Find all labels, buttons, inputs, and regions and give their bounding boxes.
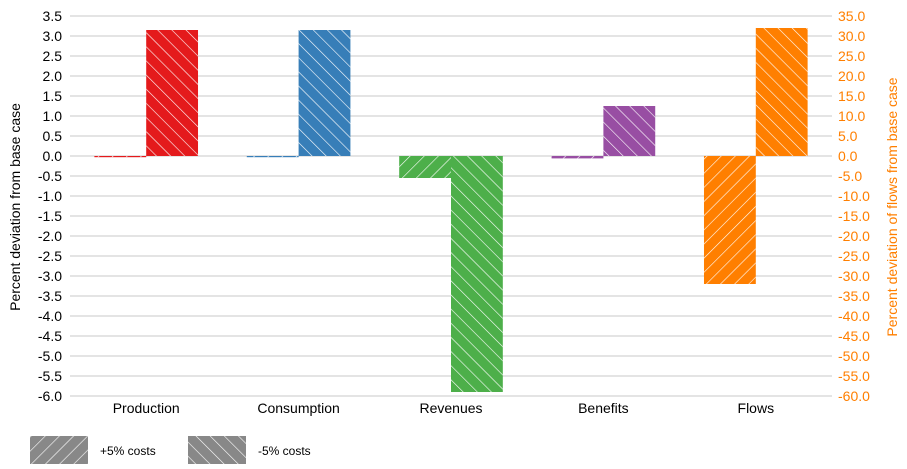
left-tick-label: 1.5 <box>43 88 63 104</box>
category-label: Production <box>113 400 180 416</box>
left-tick-label: -3.5 <box>38 288 62 304</box>
right-axis-label: Percent deviation of flows from base cas… <box>884 77 900 336</box>
right-tick-label: 25.0 <box>838 48 865 64</box>
right-tick-label: -55.0 <box>838 368 870 384</box>
category-labels: Production Consumption Revenues Benefits Flo… <box>113 400 774 416</box>
right-tick-label: -30.0 <box>838 268 870 284</box>
left-tick-label: 1.0 <box>43 108 63 124</box>
left-axis-ticks: 3.5 3.0 2.5 2.0 1.5 1.0 0.5 0.0 -0.5 -1.0 -1.5 -2.0… <box>38 8 62 404</box>
left-tick-label: -2.0 <box>38 228 62 244</box>
bar-production-minus5 <box>146 30 199 156</box>
left-tick-label: -1.0 <box>38 188 62 204</box>
category-label: Flows <box>738 400 775 416</box>
right-tick-label: 30.0 <box>838 28 865 44</box>
left-tick-label: 3.0 <box>43 28 63 44</box>
left-tick-label: -4.5 <box>38 328 62 344</box>
bar-revenues-plus5 <box>399 156 451 178</box>
legend-item: +5% costs <box>30 436 156 464</box>
bar-benefits-plus5 <box>551 156 604 159</box>
right-tick-label: 15.0 <box>838 88 865 104</box>
right-tick-label: -45.0 <box>838 328 870 344</box>
left-tick-label: -3.0 <box>38 268 62 284</box>
category-label: Benefits <box>578 400 629 416</box>
right-tick-label: -15.0 <box>838 208 870 224</box>
bars <box>94 28 808 392</box>
left-axis-label: Percent deviation from base case <box>7 103 23 311</box>
left-tick-label: 2.5 <box>43 48 63 64</box>
bar-flows-plus5 <box>703 156 756 284</box>
left-tick-label: 2.0 <box>43 68 63 84</box>
bar-flows-minus5 <box>755 28 808 156</box>
right-tick-label: -20.0 <box>838 228 870 244</box>
right-tick-label: 35.0 <box>838 8 865 24</box>
right-tick-label: -25.0 <box>838 248 870 264</box>
left-tick-label: 3.5 <box>43 8 63 24</box>
legend: +5% costs -5% costs <box>30 436 311 464</box>
bar-benefits-minus5 <box>603 106 656 156</box>
bar-consumption-plus5 <box>246 156 299 158</box>
right-tick-label: 5.0 <box>838 128 858 144</box>
bar-production-plus5 <box>94 156 147 158</box>
legend-label: -5% costs <box>258 444 311 458</box>
right-tick-label: -40.0 <box>838 308 870 324</box>
right-tick-label: -50.0 <box>838 348 870 364</box>
right-tick-label: -60.0 <box>838 388 870 404</box>
category-label: Consumption <box>257 400 340 416</box>
right-tick-label: 0.0 <box>838 148 858 164</box>
right-axis-ticks: 35.0 30.0 25.0 20.0 15.0 10.0 5.0 0.0 -5.0 -10.0 -… <box>838 8 870 404</box>
legend-label: +5% costs <box>100 444 156 458</box>
left-tick-label: -1.5 <box>38 208 62 224</box>
bar-consumption-minus5 <box>298 30 351 156</box>
right-tick-label: 10.0 <box>838 108 865 124</box>
right-tick-label: -5.0 <box>838 168 862 184</box>
right-tick-label: -35.0 <box>838 288 870 304</box>
right-tick-label: -10.0 <box>838 188 870 204</box>
right-tick-label: 20.0 <box>838 68 865 84</box>
left-tick-label: -6.0 <box>38 388 62 404</box>
left-tick-label: -4.0 <box>38 308 62 324</box>
left-tick-label: 0.5 <box>43 128 63 144</box>
left-tick-label: -5.5 <box>38 368 62 384</box>
legend-item: -5% costs <box>188 436 311 464</box>
category-label: Revenues <box>419 400 482 416</box>
left-tick-label: -5.0 <box>38 348 62 364</box>
left-tick-label: 0.0 <box>43 148 63 164</box>
left-tick-label: -2.5 <box>38 248 62 264</box>
bar-revenues-minus5 <box>451 156 503 392</box>
left-tick-label: -0.5 <box>38 168 62 184</box>
